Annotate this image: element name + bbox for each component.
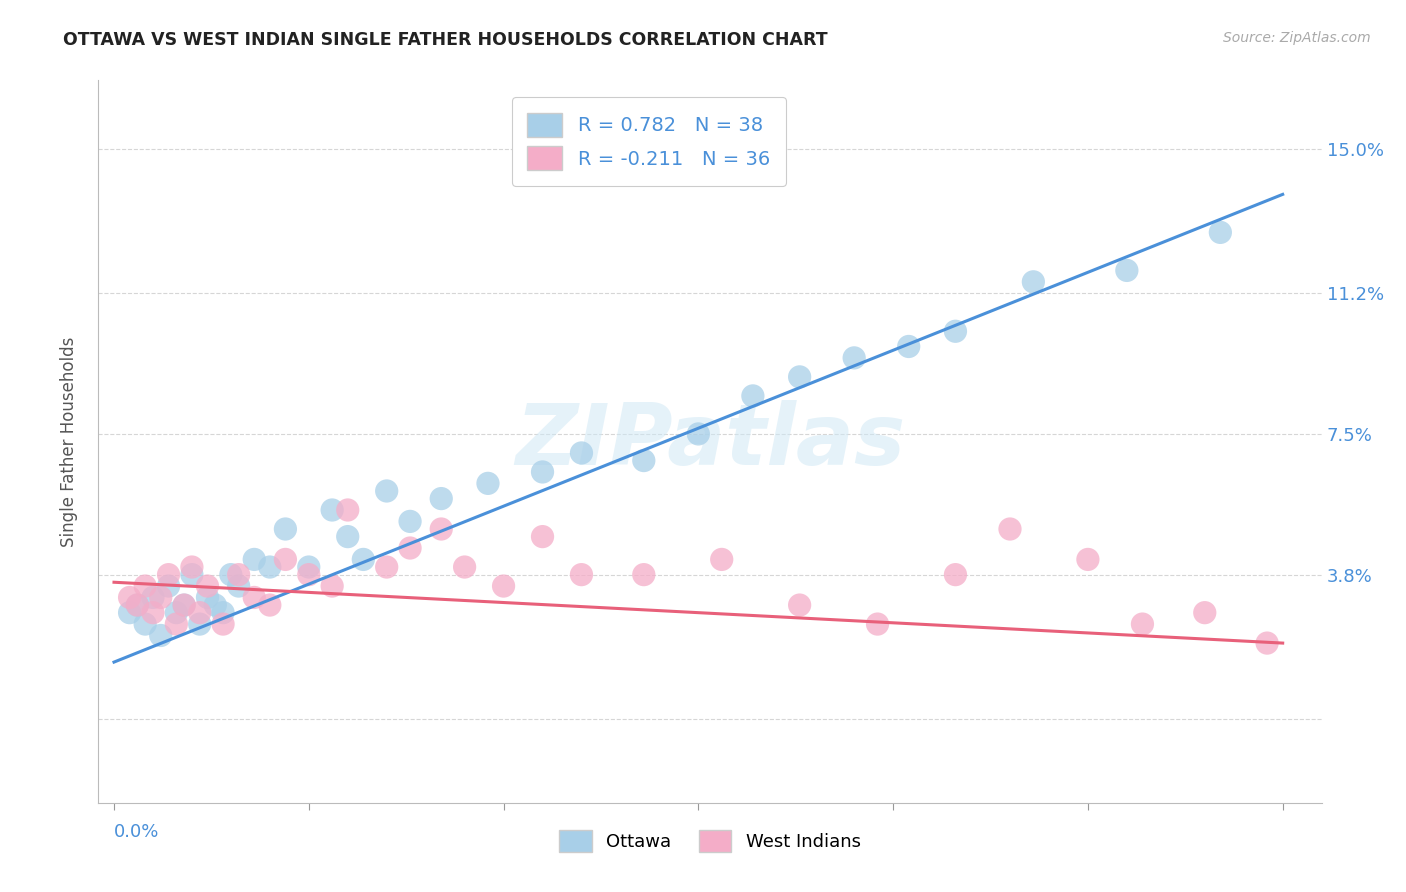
Point [321,579,343,593]
Text: Source: ZipAtlas.com: Source: ZipAtlas.com [1223,31,1371,45]
Point [688,426,710,441]
Point [477,476,499,491]
Point [430,491,453,506]
Point [165,606,187,620]
Point [228,567,250,582]
Point [531,465,554,479]
Point [298,567,321,582]
Point [142,606,165,620]
Point [180,560,202,574]
Text: 0.0%: 0.0% [114,823,159,841]
Point [134,617,156,632]
Point [127,598,149,612]
Text: ZIPatlas: ZIPatlas [515,400,905,483]
Point [352,552,374,566]
Point [430,522,453,536]
Point [118,606,141,620]
Point [492,579,515,593]
Point [866,617,889,632]
Point [243,552,266,566]
Point [188,617,211,632]
Point [633,567,655,582]
Point [1132,617,1154,632]
Point [710,552,733,566]
Point [945,324,967,338]
Point [1077,552,1099,566]
Point [173,598,195,612]
Point [219,567,242,582]
Point [197,591,219,605]
Legend: Ottawa, West Indians: Ottawa, West Indians [553,822,868,859]
Point [741,389,763,403]
Point [149,591,172,605]
Point [274,552,297,566]
Point [118,591,141,605]
Point [1194,606,1216,620]
Point [375,483,398,498]
Point [1115,263,1137,277]
Point [998,522,1021,536]
Text: OTTAWA VS WEST INDIAN SINGLE FATHER HOUSEHOLDS CORRELATION CHART: OTTAWA VS WEST INDIAN SINGLE FATHER HOUS… [63,31,828,49]
Point [212,606,235,620]
Point [188,606,211,620]
Point [844,351,866,365]
Point [321,503,343,517]
Point [180,567,202,582]
Point [336,503,359,517]
Point [134,579,156,593]
Point [789,598,811,612]
Point [127,598,149,612]
Y-axis label: Single Father Households: Single Father Households [59,336,77,547]
Point [1209,226,1232,240]
Point [531,530,554,544]
Point [336,530,359,544]
Point [149,628,172,642]
Point [399,541,422,555]
Point [1022,275,1045,289]
Point [259,560,281,574]
Point [789,370,811,384]
Point [945,567,967,582]
Point [243,591,266,605]
Point [204,598,226,612]
Point [173,598,195,612]
Point [157,579,180,593]
Point [375,560,398,574]
Point [142,591,165,605]
Point [212,617,235,632]
Point [633,453,655,467]
Point [157,567,180,582]
Point [259,598,281,612]
Point [165,617,187,632]
Point [228,579,250,593]
Point [197,579,219,593]
Point [897,339,920,353]
Point [298,560,321,574]
Point [399,515,422,529]
Point [453,560,475,574]
Point [274,522,297,536]
Point [1256,636,1278,650]
Point [571,446,593,460]
Point [571,567,593,582]
